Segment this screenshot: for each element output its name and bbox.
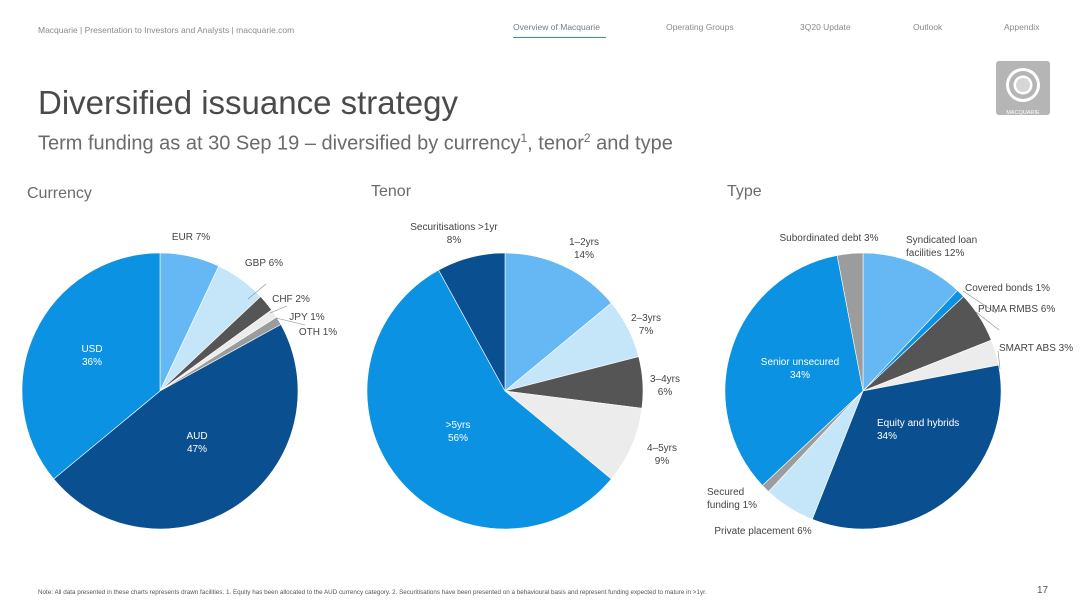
currency-label-6: USD 36% xyxy=(81,344,102,368)
footnote: Note: All data presented in these charts… xyxy=(38,589,707,596)
type-label-2: PUMA RMBS 6% xyxy=(978,304,1055,315)
type-leader-line-1 xyxy=(975,311,1000,331)
type-slice-0 xyxy=(862,252,958,392)
subtitle-footnote-2: 2 xyxy=(583,131,591,145)
currency-label-2: CHF 2% xyxy=(272,294,310,305)
nav-operating-groups[interactable]: Operating Groups xyxy=(666,22,734,32)
currency-slice-5 xyxy=(53,324,299,530)
currency-slice-6 xyxy=(21,252,161,480)
currency-label-1: GBP 6% xyxy=(245,258,283,269)
type-label-8: Subordinated debt 3% xyxy=(780,233,879,244)
type-leader-line-2 xyxy=(997,350,1001,370)
currency-leader-line-1 xyxy=(269,305,288,314)
tenor-label-0: 1–2yrs 14% xyxy=(569,237,599,261)
currency-leader-line-2 xyxy=(275,317,306,326)
page-number: 17 xyxy=(1037,585,1049,596)
currency-leader-line-0 xyxy=(247,283,267,300)
tenor-label-3: 4–5yrs 9% xyxy=(647,443,677,467)
type-chart-title: Type xyxy=(727,183,762,200)
type-slice-8 xyxy=(836,252,864,392)
breadcrumb: Macquarie | Presentation to Investors an… xyxy=(38,25,295,35)
nav-overview-of-macquarie[interactable]: Overview of Macquarie xyxy=(513,22,600,32)
tenor-slice-5 xyxy=(438,252,506,392)
page-subtitle: Term funding as at 30 Sep 19 – diversifi… xyxy=(38,131,673,156)
currency-label-5: AUD 47% xyxy=(186,431,207,455)
type-slice-7 xyxy=(724,255,864,486)
type-label-3: SMART ABS 3% xyxy=(999,343,1073,354)
subtitle-text-2: , tenor xyxy=(527,132,584,155)
type-label-1: Covered bonds 1% xyxy=(965,283,1050,294)
subtitle-text-1: Term funding as at 30 Sep 19 – diversifi… xyxy=(38,132,521,155)
nav-appendix[interactable]: Appendix xyxy=(1004,22,1040,32)
subtitle-text-3: and type xyxy=(590,132,673,155)
type-label-5: Private placement 6% xyxy=(714,526,811,537)
currency-label-4: OTH 1% xyxy=(299,327,337,338)
currency-label-3: JPY 1% xyxy=(289,312,324,323)
type-label-6: Secured funding 1% xyxy=(707,487,757,511)
type-label-0: Syndicated loan facilities 12% xyxy=(906,235,977,259)
macquarie-logo-icon: MACQUARIE xyxy=(996,61,1050,116)
tenor-slice-4 xyxy=(366,269,612,530)
tenor-label-5: Securitisations >1yr 8% xyxy=(410,222,498,246)
tenor-label-1: 2–3yrs 7% xyxy=(631,313,661,337)
top-navigation: Overview of Macquarie Operating Groups 3… xyxy=(0,22,1080,42)
type-label-4: Equity and hybrids 34% xyxy=(877,418,959,442)
page-title: Diversified issuance strategy xyxy=(38,84,459,121)
currency-chart-title: Currency xyxy=(27,185,92,202)
nav-3q20-update[interactable]: 3Q20 Update xyxy=(800,22,851,32)
nav-outlook[interactable]: Outlook xyxy=(913,22,943,32)
macquarie-logo: MACQUARIE xyxy=(996,61,1050,121)
tenor-label-4: >5yrs 56% xyxy=(446,420,471,444)
type-label-7: Senior unsecured 34% xyxy=(761,357,839,381)
tenor-label-2: 3–4yrs 6% xyxy=(650,374,680,398)
tenor-chart-title: Tenor xyxy=(371,183,412,200)
logo-wordmark: MACQUARIE xyxy=(1006,110,1040,116)
currency-label-0: EUR 7% xyxy=(172,232,210,243)
active-nav-underline xyxy=(513,37,606,38)
type-leader-line-0 xyxy=(962,290,997,314)
tenor-slice-0 xyxy=(504,252,612,392)
subtitle-footnote-1: 1 xyxy=(520,131,528,145)
type-slice-4 xyxy=(811,364,1002,530)
